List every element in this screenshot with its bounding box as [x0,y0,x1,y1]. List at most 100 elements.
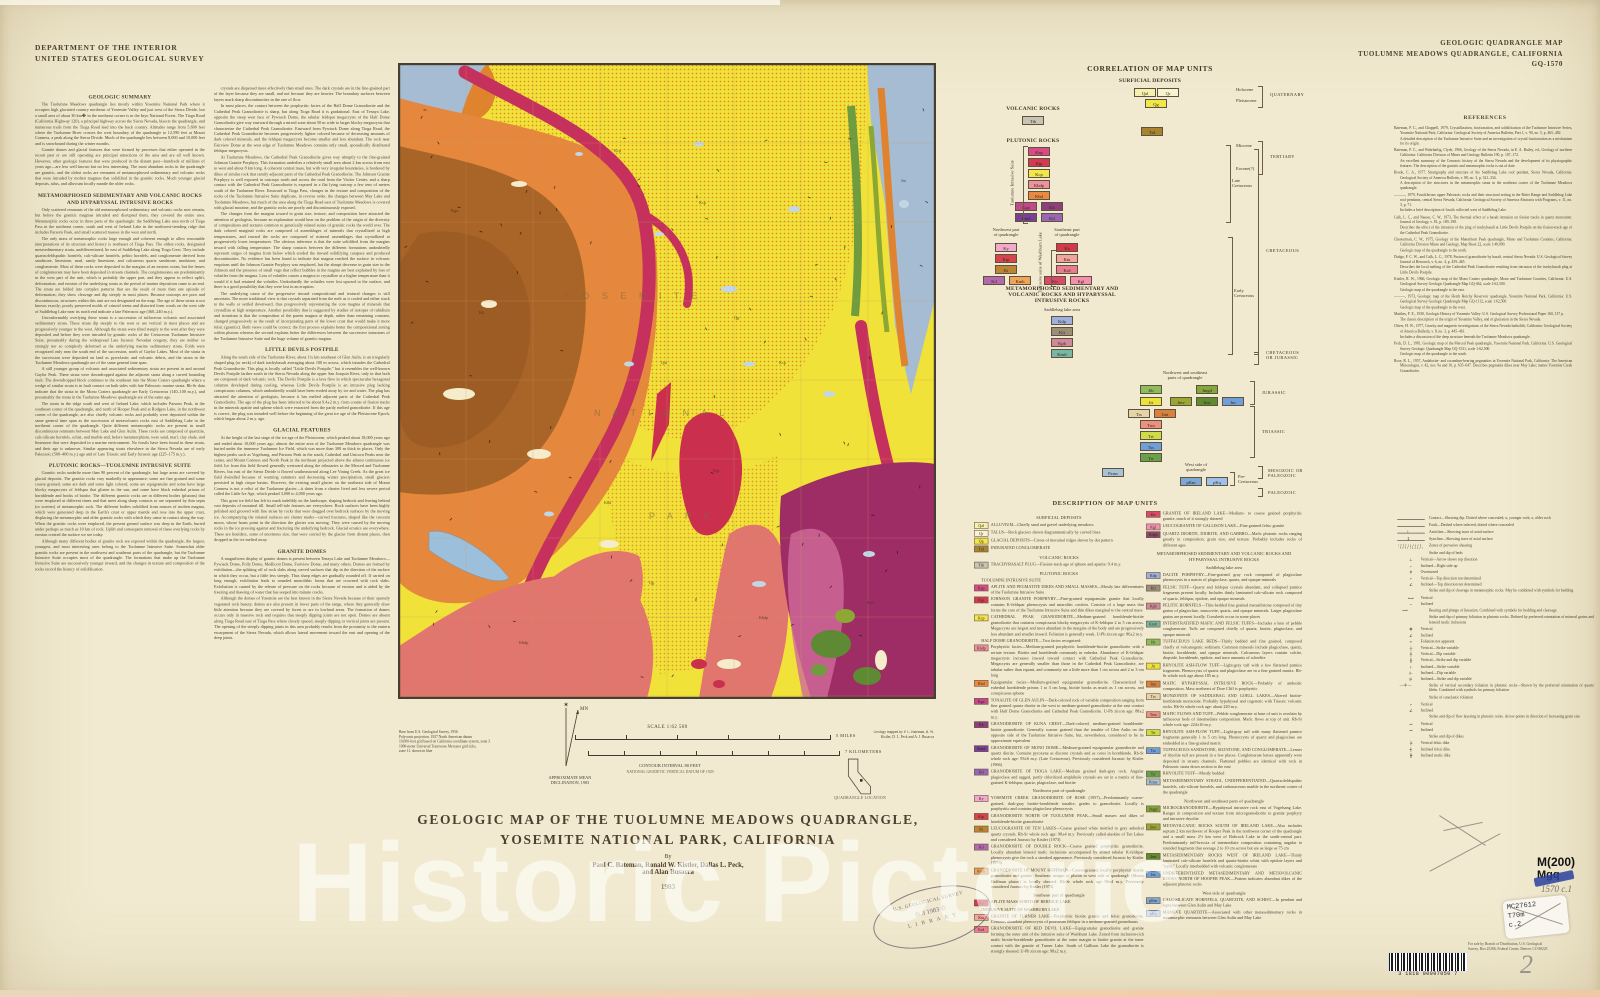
unit-color-chip: Kmft [1146,620,1161,628]
strike-dip-glyph-icon: ╂ [1409,658,1413,664]
strike-dip-mark [589,241,592,245]
unit-color-chip: Jmgd [1146,805,1161,812]
unit-color-chip: Ka [974,899,989,907]
corr-chip: Jmgd [1196,385,1218,394]
strike-dip-mark [649,413,654,415]
unit-description: YOSEMITE CREEK GRANODIORITE OF ROSE (195… [990,795,1144,812]
strike-dip-mark [716,255,718,260]
corr-chip: Ttb [1022,116,1044,125]
legend-label: Strike and dip of beds [1429,550,1463,555]
legend-item: —✛— Strike of vertical secondary foliatio… [1396,683,1594,693]
section-heading: GLACIAL FEATURES [273,427,331,434]
corr-label: VOLCANIC ROCKS [1006,106,1060,112]
unit-description: GRANITE OF TURNER LAKE—Porphyritic bioti… [990,913,1144,925]
strike-dip-mark [721,543,724,547]
park-name-letters: Y O S E M I T E [564,291,703,301]
unit-description: INDURATED CONGLOMERATE [990,545,1051,551]
corr-chip: Kk [1041,202,1063,211]
scale-bar-km [588,751,840,756]
inclusion [511,181,527,187]
unit-description: GLACIAL DEPO­SITS—Crests of morainal rid… [990,537,1113,543]
strike-dip-mark [704,327,708,331]
corr-chip: Tss [1140,442,1162,451]
unit-color-chip: Kap [974,584,989,591]
unit-color-chip: Ktu [974,913,989,921]
reference-item: Oliver, H. W., 1977, Gravity and magneti… [1394,324,1572,334]
legend-sublabel: Inclined [1420,601,1434,607]
legend-item: Zones of pervasive shearing [1396,544,1594,550]
unit-color-chip: Krd [974,926,989,933]
legend-label: Strike of vertical secondary foliation i… [1429,683,1594,693]
map-unit-entry: Kd GRANODIORITE OF DOUBLE ROCK—Coarse gra… [974,843,1144,867]
section-heading: GEOLOGIC SUMMARY [88,93,152,100]
strike-dip-mark [488,625,491,629]
strike-dip-glyph-icon: ∠ [1409,708,1413,714]
strike-dip-mark [763,340,767,344]
lake [654,232,664,236]
reference-note: Includes a brief description of fossils … [1400,208,1507,213]
corr-chip: Qal [1134,88,1156,97]
scale-bar-miles [575,735,831,740]
unit-color-chip: Ky [974,795,989,802]
unit-color-chip: Kt [974,825,989,833]
map-unit-entry: Jm UNDIFFERENTIATED METASEDIMENTARY AND M… [1146,870,1302,888]
corr-chip: Kt [995,265,1017,274]
paragraph: Granite domes and glacial features that … [35,147,205,187]
reference-item: Dodge, F. C. W., and Calk, L. C., 1978, … [1394,254,1572,265]
strike-dip-mark [500,223,503,227]
corr-label: Pleistocene [1236,98,1257,103]
strike-dip-glyph-icon: ⌐ [1409,563,1413,569]
legend-item: ↧ Syncline—Showing trace of axial surface [1396,536,1594,542]
corr-chip: Trr [1140,453,1162,462]
strike-dip-glyph-icon: ╀ [1409,652,1413,657]
legend-item: ⟶ Bearing and plunge of lineation. Combin… [1396,608,1594,613]
strike-dip-glyph-icon: ╊ [1409,753,1413,759]
legend-subitem: ⇀ Vertical [1404,722,1594,728]
map-unit-entry: Qg GLACIAL DEPO­SITS—Crests of morainal r… [974,537,1144,545]
legend-symbol-icon [1396,544,1426,550]
strike-dip-mark [469,375,473,377]
legend-label: Syncline—Showing trace of axial surface [1429,536,1493,542]
legend-item: Strike of cataclastic foliation [1396,695,1594,700]
barcode-number: 3 1818 00097050 7 [1398,971,1458,977]
corr-label: West side of quadrangle [1184,462,1208,472]
accession-stamp-line-1: M(200) [1537,855,1576,869]
by-label: By [664,854,672,860]
strike-dip-mark [824,162,828,164]
reference-item: Rose, R. L., 1957, Andalusite- and corun… [1394,358,1572,374]
unit-description: MAFIC FLOWS AND TUFF—Pebble conglomerate… [1162,711,1302,728]
legend-symbol-icon [1396,695,1426,700]
strike-dip-glyph-icon: ⊩ [1409,670,1413,676]
corr-bracket [1230,472,1235,486]
foliation-strike-icon: —✛— [1399,682,1412,688]
strike-dip-mark [802,542,804,546]
legend-sublabel: Vertical [1420,702,1433,707]
unit-color-chip: Jtb [1146,638,1161,646]
map-unit-entry: pKm CALC-SILICATE HORNFELS, QUARTZITE, AN… [1146,897,1302,908]
map-unit-entry: Kdgb QUARTZ DIORITE, DIORITE, AND GABBRO—… [1146,531,1302,548]
legend-label: Strike and dip of flow layering in pluto… [1429,714,1581,719]
scan-edge-top [0,0,780,5]
corr-chip: Pzms [1102,468,1124,477]
unit-description: TUFFACEOUS SANDSTONE, SILTSTONE, AND CON… [1162,747,1302,770]
unit-group-heading: METAMORPHOSED SEDIMENTARY AND VOLCANIC R… [1156,550,1292,562]
map-unit-label: Kk [479,310,485,315]
unit-description: GRANODIORITE OF MOUNT HOFFMAN—Coarse-gra… [990,867,1144,890]
strike-dip-mark [637,178,641,181]
strike-dip-mark [779,432,781,437]
paragraph: Although the domes of Yosemite are the b… [214,596,390,641]
strike-dip-glyph-icon: ⊮ [1409,677,1413,682]
corr-chip: Kmft [1051,349,1073,358]
corr-label: JURASSIC [1262,390,1286,395]
strike-dip-glyph-icon: ⟷ [1407,595,1415,601]
strike-dip-glyph-icon: ⊦ [1409,664,1413,670]
unit-description: GRANODIORITE OF MONO DOME—Medium-grained… [990,745,1144,767]
strike-dip-glyph-icon: ✚ [1409,627,1413,633]
reference-item: ———, 1979, Fossiliferous upper Paleozoic… [1394,192,1572,208]
unit-description: TALUS—Rock glaciers shown diagrammatical… [990,530,1101,535]
california-outline-icon [847,758,871,795]
series-line-2: TUOLUMNE MEADOWS QUADRANGLE, CALIFORNIA [1357,49,1563,58]
map-unit-entry: Kk GRANODIORITE OF KUNA CREST—Dark-colore… [974,721,1144,744]
reference-note: The classic description of the origin of… [1400,317,1542,322]
corr-label: SURFICIAL DEPOSITS [1118,78,1182,84]
